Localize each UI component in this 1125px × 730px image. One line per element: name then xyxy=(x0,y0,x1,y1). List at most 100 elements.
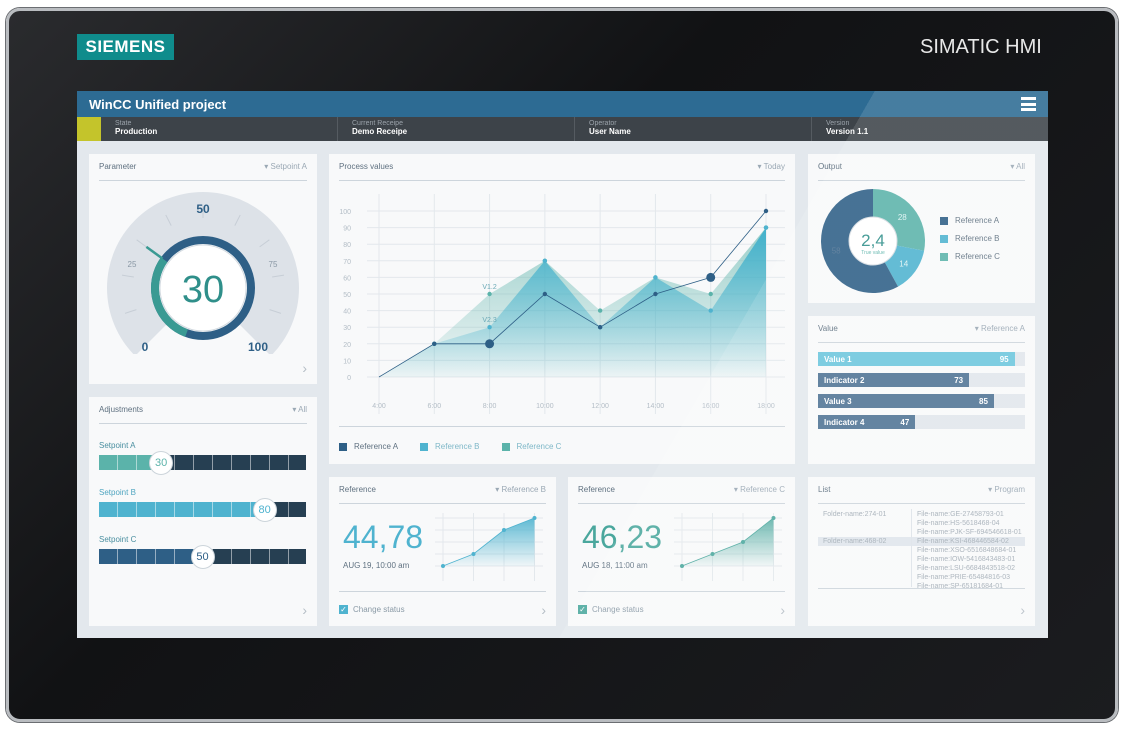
reference-date: AUG 19, 10:00 am xyxy=(343,561,410,570)
chevron-right-icon[interactable]: › xyxy=(302,602,307,618)
file-item[interactable]: File-name:KSI-468446584-02 xyxy=(917,538,1009,545)
app-title: WinCC Unified project xyxy=(89,97,227,112)
legend-item[interactable]: Reference A xyxy=(940,216,1000,225)
reference-a-point[interactable] xyxy=(653,291,658,297)
donut-slice[interactable] xyxy=(883,245,925,287)
slider-fill xyxy=(99,502,265,517)
legend-item[interactable]: Reference B xyxy=(940,234,1000,243)
y-tick-label: 40 xyxy=(343,309,351,316)
trend-line xyxy=(442,517,535,567)
reference-a-point[interactable] xyxy=(432,341,437,346)
trend-point xyxy=(532,516,537,520)
legend-item[interactable]: Reference C xyxy=(940,252,1000,261)
trend-point xyxy=(441,564,445,568)
adjustments-panel: Adjustments ▾ All Setpoint A 30 Setpoint … xyxy=(89,397,317,626)
reference-dropdown[interactable]: ▾ Reference B xyxy=(495,485,546,494)
reference-c-panel: Reference ▾ Reference C 46,23 AUG 18, 11:… xyxy=(568,477,795,626)
status-label: Version xyxy=(826,120,850,127)
x-tick-label: 14:00 xyxy=(647,403,665,410)
dropdown-value: Reference C xyxy=(740,485,785,494)
panel-title: Output xyxy=(818,162,843,171)
setpoint-dropdown[interactable]: ▾ Setpoint A xyxy=(264,162,307,171)
program-dropdown[interactable]: ▾ Program xyxy=(988,485,1025,494)
reference-trend-chart xyxy=(674,513,782,581)
status-value: User Name xyxy=(589,127,631,136)
reference-a-point[interactable] xyxy=(763,208,769,214)
folder-item[interactable]: Folder-name:274-01 xyxy=(823,511,887,518)
panel-title: Parameter xyxy=(99,162,137,171)
file-item[interactable]: File-name:HS-5618468-04 xyxy=(917,520,1000,527)
setpoint-slider[interactable]: Setpoint C 50 xyxy=(99,535,306,569)
column-divider xyxy=(911,509,912,587)
donut-slice[interactable] xyxy=(873,189,925,251)
slider-thumb[interactable]: 50 xyxy=(190,545,215,569)
legend-item[interactable]: Reference B xyxy=(420,442,480,451)
reference-c-point xyxy=(597,308,603,313)
period-dropdown[interactable]: ▾ Today xyxy=(757,162,785,171)
file-item[interactable]: File-name:LSU-6684843518-02 xyxy=(917,565,1016,572)
output-dropdown[interactable]: ▾ All xyxy=(1010,162,1025,171)
file-item[interactable]: File-name:XSO-6516848684-01 xyxy=(917,547,1017,554)
file-item[interactable]: File-name:PJK-SF-694546618-01 xyxy=(917,529,1022,536)
gauge-needle xyxy=(145,245,164,260)
folder-item[interactable]: Folder-name:468-02 xyxy=(823,538,887,545)
value-bar-label: Indicator 2 xyxy=(824,376,865,385)
trend-point xyxy=(771,516,776,520)
change-status-checkbox[interactable]: ✓ Change status xyxy=(339,605,405,614)
gauge-tick-mark xyxy=(165,214,172,226)
chevron-right-icon[interactable]: › xyxy=(541,602,546,618)
status-label: State xyxy=(115,120,132,127)
reference-a-point[interactable] xyxy=(706,272,716,282)
file-item[interactable]: File-name:IOW-5416843483-01 xyxy=(917,556,1016,563)
slider-thumb[interactable]: 80 xyxy=(252,498,277,522)
chevron-right-icon[interactable]: › xyxy=(780,602,785,618)
panel-title: List xyxy=(818,485,831,494)
value-bar-number: 85 xyxy=(979,397,988,406)
chevron-right-icon[interactable]: › xyxy=(1020,602,1025,618)
reference-a-point[interactable] xyxy=(597,325,603,330)
value-bar: Value 3 85 xyxy=(818,394,1025,408)
gauge[interactable]: 30 0 25 50 75 100 xyxy=(89,184,317,354)
reference-dropdown[interactable]: ▾ Reference C xyxy=(733,485,785,494)
trend-point xyxy=(710,552,715,556)
donut-center-label: True value xyxy=(861,250,885,256)
file-item[interactable]: File-name:SP-65181684-01 xyxy=(917,583,1003,590)
chevron-right-icon[interactable]: › xyxy=(302,360,307,376)
dropdown-value: Today xyxy=(763,162,785,171)
file-item[interactable]: File-name:GE-27458793-01 xyxy=(917,511,1004,518)
adjustments-dropdown[interactable]: ▾ All xyxy=(292,405,307,414)
gauge-track xyxy=(107,191,299,354)
status-bar: State Production Current Receipe Demo Rece… xyxy=(77,117,1048,141)
trend-point xyxy=(471,552,476,556)
legend-item[interactable]: Reference C xyxy=(501,442,561,451)
hmi-screen: WinCC Unified project State Production Cu… xyxy=(77,91,1048,638)
status-operator: Operator User Name xyxy=(575,117,812,141)
y-tick-label: 90 xyxy=(343,226,351,233)
brand-label: SIMATIC HMI xyxy=(920,36,1042,58)
legend-item[interactable]: Reference A xyxy=(339,442,398,451)
panel-title: Process values xyxy=(339,162,394,171)
donut-slice[interactable] xyxy=(821,189,899,293)
status-value: Production xyxy=(115,127,158,136)
status-receipe: Current Receipe Demo Receipe xyxy=(338,117,575,141)
file-item[interactable]: File-name:PRIE-65484816-03 xyxy=(917,574,1010,581)
y-tick-label: 30 xyxy=(343,325,351,332)
y-tick-label: 60 xyxy=(343,275,351,282)
change-status-checkbox[interactable]: ✓ Change status xyxy=(578,605,644,614)
setpoint-slider[interactable]: Setpoint B 80 xyxy=(99,488,306,522)
hamburger-icon[interactable] xyxy=(1021,97,1036,111)
value-bar-label: Value 3 xyxy=(824,397,852,406)
reference-a-point[interactable] xyxy=(485,339,495,349)
reference-a-point[interactable] xyxy=(542,291,548,297)
process-values-panel: Process values ▾ Today 0 10 20 30 40 50 60 70 80 9… xyxy=(329,154,795,464)
slice-label: 28 xyxy=(898,213,907,222)
x-tick-label: 10:00 xyxy=(536,403,554,410)
value-dropdown[interactable]: ▾ Reference A xyxy=(974,324,1025,333)
legend-label: Reference B xyxy=(435,442,480,451)
value-bar-fill: Value 1 95 xyxy=(818,352,1015,366)
reference-trend-chart xyxy=(435,513,543,581)
slider-thumb[interactable]: 30 xyxy=(149,451,174,475)
setpoint-slider[interactable]: Setpoint A 30 xyxy=(99,441,306,475)
donut-center xyxy=(848,216,898,266)
